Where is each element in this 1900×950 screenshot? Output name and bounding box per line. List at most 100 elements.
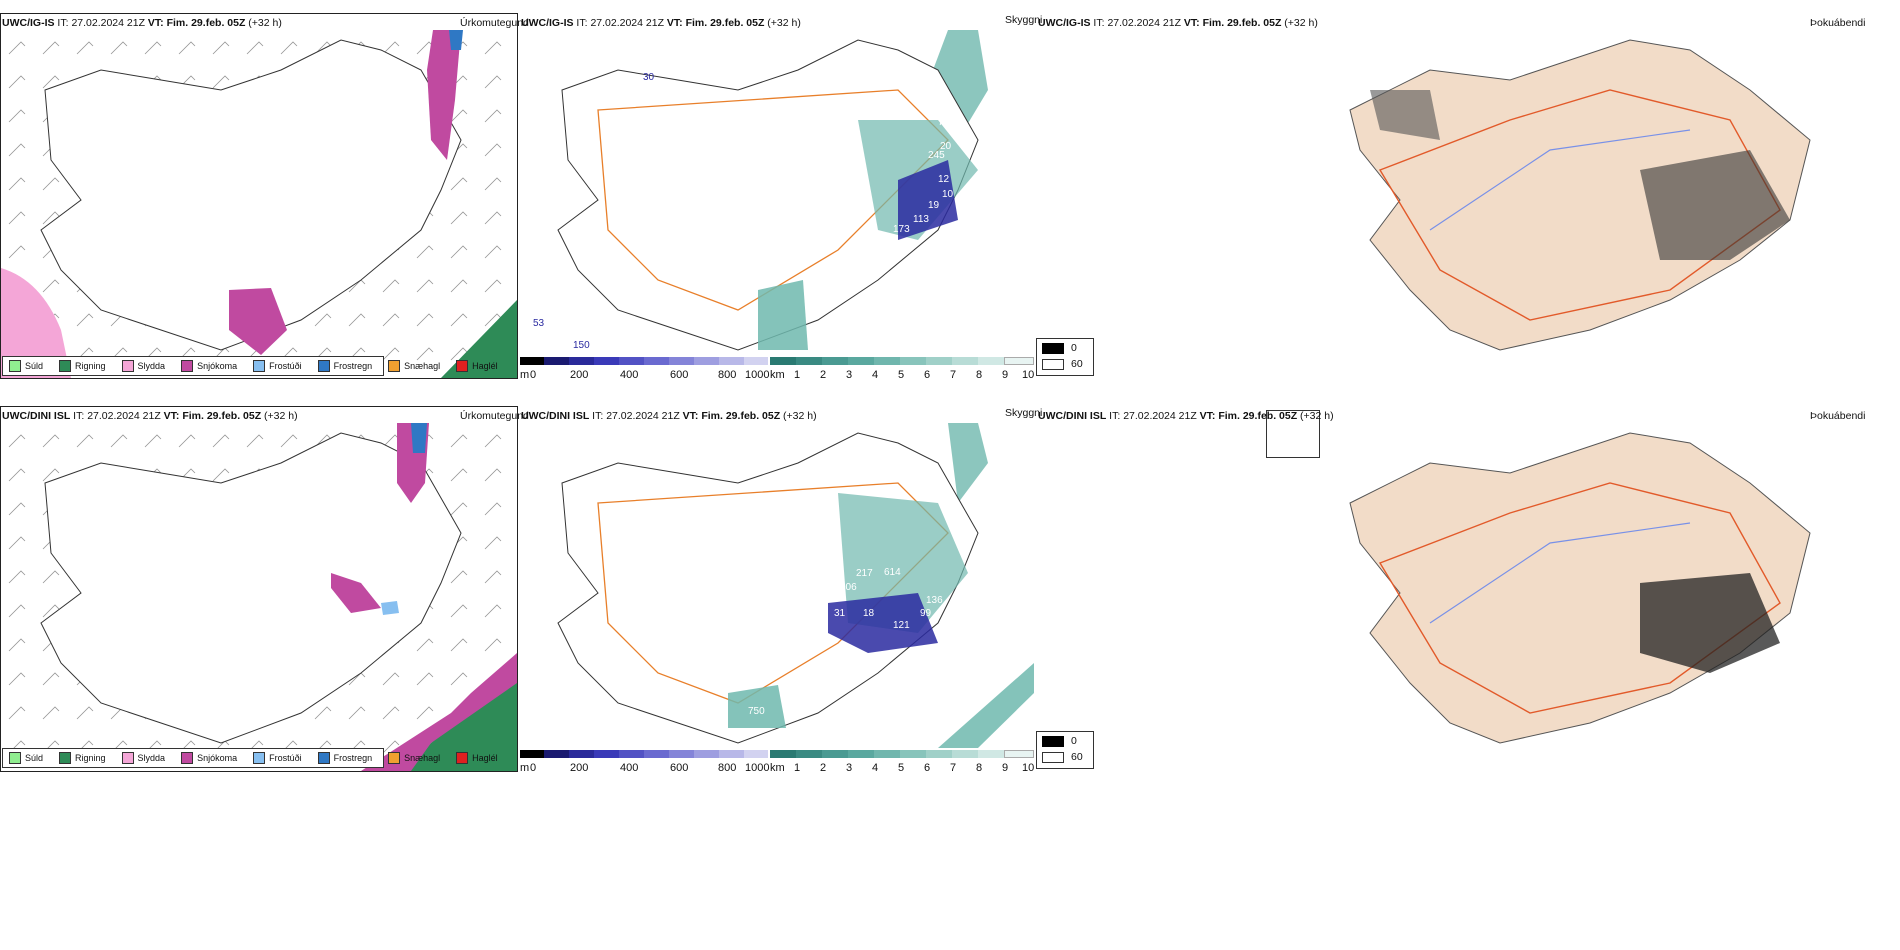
legend-item: Snæhagl	[388, 360, 440, 372]
fog-legend-label: 0	[1071, 342, 1077, 354]
legend-label: Snjókoma	[197, 753, 238, 763]
header-visibility-2: UWC/DINI ISL IT: 27.02.2024 21Z VT: Fim.…	[521, 410, 817, 422]
legend-label: Haglél	[472, 753, 498, 763]
legend-swatch	[9, 360, 21, 372]
visibility-tick: 10	[1022, 369, 1035, 381]
legend-swatch	[253, 752, 266, 764]
header-fog-2: UWC/DINI ISL IT: 27.02.2024 21Z VT: Fim.…	[1038, 410, 1334, 422]
legend-label: Frostúði	[269, 753, 302, 763]
vt-label: VT:	[1199, 410, 1216, 422]
legend-swatch	[121, 360, 134, 372]
visibility-tick: 5	[898, 762, 905, 774]
lead-time: (+32 h)	[767, 17, 801, 29]
vt-value: Fim. 29.feb. 05Z	[685, 17, 765, 29]
visibility-title: Skyggni	[1005, 407, 1043, 419]
ceiling-unit: m	[520, 762, 530, 774]
fog-legend-lower-final: 0 60	[1036, 731, 1094, 769]
legend-swatch	[181, 752, 194, 764]
legend-label: Snæhagl	[404, 361, 441, 371]
visibility-tick: 3	[846, 369, 853, 381]
vt-value: Fim. 29.feb. 05Z	[1218, 410, 1298, 422]
it-label: IT:	[1109, 410, 1121, 422]
ceiling-tick: 200	[570, 369, 589, 381]
ceiling-unit: m	[520, 369, 530, 381]
legend-item: Súld	[9, 360, 43, 372]
fog-legend-label: 0	[1071, 735, 1077, 747]
vis-label: 750	[748, 706, 765, 717]
ceiling-tick: 200	[570, 762, 589, 774]
legend-item: Snæhagl	[388, 752, 440, 764]
legend-swatch	[9, 752, 21, 764]
vis-label: 121	[893, 620, 910, 631]
lead-time: (+32 h)	[264, 410, 298, 422]
legend-label: Haglél	[472, 361, 498, 371]
legend-swatch	[59, 360, 72, 372]
precip-type-map-2	[1, 423, 517, 771]
visibility-colorbar-2: km 1 2 3 4 5 6 7 8 9 10	[770, 750, 1034, 774]
legend-label: Slydda	[137, 361, 166, 371]
legend-item: Haglél	[456, 360, 498, 372]
precip-type-panel-2	[0, 406, 518, 772]
visibility-tick: 9	[1002, 762, 1009, 774]
vis-label: 150	[573, 340, 590, 351]
fog-legend-swatch-black	[1042, 343, 1064, 354]
fog-legend-label: 60	[1071, 358, 1083, 370]
ceiling-tick: 800	[718, 369, 737, 381]
precip-type-title: Úrkomutegund	[460, 410, 529, 422]
ceiling-tick: 1000	[745, 762, 770, 774]
visibility-unit: km	[770, 762, 785, 774]
model-name: UWC/IG-IS	[2, 17, 55, 29]
legend-item: Frostúði	[253, 360, 302, 372]
vt-label: VT:	[666, 17, 683, 29]
legend-swatch	[253, 360, 266, 372]
visibility-title: Skyggni	[1005, 14, 1043, 26]
precip-type-map-1	[1, 30, 517, 378]
lead-time: (+32 h)	[1284, 17, 1318, 29]
vis-label: 136	[926, 595, 943, 606]
model-name: UWC/DINI ISL	[521, 410, 590, 422]
visibility-map-1: 70 20 245 12 10 19 113 173 30 53 150	[533, 30, 988, 351]
legend-swatch	[388, 752, 401, 764]
legend-item: Frostregn	[317, 360, 372, 372]
legend-swatch	[121, 752, 134, 764]
legend-item: Slydda	[121, 360, 166, 372]
fog-legend-swatch-black	[1042, 736, 1064, 747]
legend-label: Rigning	[75, 361, 106, 371]
legend-swatch	[456, 360, 469, 372]
vis-label: 20	[940, 141, 952, 152]
visibility-unit: km	[770, 369, 785, 381]
vis-label: 173	[893, 224, 910, 235]
visibility-tick: 6	[924, 369, 931, 381]
legend-item: Frostúði	[253, 752, 302, 764]
fog-legend-upper-final: 0 60	[1036, 338, 1094, 376]
precip-type-panel-1	[0, 13, 518, 379]
precip-legend-2: Súld Rigning Slydda Snjókoma Frostúði Fr…	[2, 748, 498, 768]
legend-item: Snjókoma	[181, 752, 237, 764]
ceiling-tick: 600	[670, 369, 689, 381]
legend-label: Frostúði	[269, 361, 302, 371]
vis-label: 614	[884, 567, 901, 578]
ceiling-tick: 600	[670, 762, 689, 774]
model-name: UWC/DINI ISL	[1038, 410, 1107, 422]
visibility-tick: 8	[976, 762, 983, 774]
legend-label: Súld	[25, 753, 44, 763]
it-label: IT:	[576, 17, 588, 29]
fog-map-2	[1349, 432, 1811, 744]
vt-value: Fim. 29.feb. 05Z	[1202, 17, 1282, 29]
visibility-tick: 2	[820, 762, 827, 774]
visibility-tick: 1	[794, 762, 801, 774]
ceiling-tick: 0	[530, 762, 537, 774]
lead-time: (+32 h)	[1300, 410, 1334, 422]
legend-swatch	[181, 360, 194, 372]
legend-label: Súld	[25, 361, 44, 371]
it-label: IT:	[592, 410, 604, 422]
fog-legend-1	[1266, 410, 1320, 458]
fog-title: Þokuábendi	[1810, 17, 1866, 29]
it-value: 27.02.2024 21Z	[590, 17, 664, 29]
legend-label: Snjókoma	[197, 361, 238, 371]
visibility-tick: 3	[846, 762, 853, 774]
vt-label: VT:	[147, 17, 164, 29]
vis-label: 206	[840, 582, 857, 593]
fog-legend-label: 60	[1071, 751, 1083, 763]
ceiling-tick: 400	[620, 762, 639, 774]
